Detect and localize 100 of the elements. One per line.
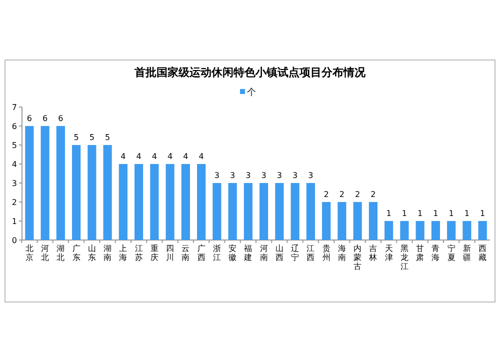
x-tick-label: 四川: [166, 244, 174, 262]
data-label: 3: [261, 171, 266, 180]
bar: [166, 164, 174, 240]
x-tick-label: 吉林: [368, 244, 378, 262]
data-label: 2: [324, 190, 329, 199]
bar: [150, 164, 159, 240]
data-label: 4: [136, 152, 142, 161]
bar: [447, 221, 456, 240]
data-label: 3: [276, 171, 282, 180]
bar: [275, 183, 284, 240]
bar: [400, 221, 409, 240]
data-label: 1: [433, 209, 438, 218]
bar: [212, 183, 222, 240]
data-label: 3: [230, 171, 236, 180]
x-tick-label: 内蒙古: [354, 244, 362, 271]
bar: [88, 145, 96, 240]
bar: [368, 202, 378, 240]
data-label: 3: [214, 171, 220, 180]
bar: [181, 164, 190, 240]
x-tick-label: 湖南: [104, 244, 112, 262]
data-label: 4: [120, 152, 126, 161]
bar: [306, 183, 315, 240]
x-tick-label: 湖北: [56, 244, 65, 262]
x-tick-label: 云南: [182, 244, 190, 262]
x-tick-label: 江西: [306, 244, 315, 262]
x-tick-label: 河南: [260, 244, 268, 262]
bar: [72, 145, 81, 240]
data-label: 6: [42, 114, 48, 123]
bar: [197, 164, 206, 240]
data-label: 1: [386, 209, 392, 218]
x-tick-label: 福建: [243, 244, 252, 262]
x-tick-label: 北京: [25, 244, 34, 262]
x-tick-label: 河北: [41, 244, 50, 262]
x-tick-label: 西藏: [478, 244, 487, 262]
x-tick-label: 山东: [88, 244, 96, 262]
data-label: 2: [339, 190, 344, 199]
bar: [431, 221, 440, 240]
bar: [353, 202, 362, 240]
bar: [118, 164, 128, 240]
y-tick-label: 4: [12, 160, 17, 169]
x-tick-label: 浙江: [212, 244, 221, 262]
data-label: 5: [89, 133, 94, 142]
bar: [338, 202, 346, 240]
bar: [228, 183, 237, 240]
bar: [478, 221, 487, 240]
y-tick-label: 5: [12, 141, 17, 150]
data-label: 1: [448, 209, 454, 218]
data-label: 4: [198, 152, 204, 161]
bar: [56, 126, 65, 240]
x-tick-label: 黑龙江: [400, 244, 408, 271]
data-label: 6: [26, 114, 32, 123]
bar: [134, 164, 144, 240]
legend-label: 个: [247, 87, 256, 98]
y-tick-label: 6: [12, 122, 17, 131]
bar: [25, 126, 34, 240]
data-label: 3: [246, 171, 251, 180]
data-label: 4: [168, 152, 173, 161]
y-tick-label: 1: [12, 217, 17, 226]
x-tick-label: 重庆: [150, 244, 158, 262]
bar: [290, 183, 300, 240]
data-label: 1: [464, 209, 470, 218]
x-tick-label: 安徽: [228, 244, 237, 262]
y-tick-label: 0: [12, 236, 17, 245]
x-tick-label: 甘肃: [416, 244, 424, 262]
bar: [103, 145, 112, 240]
data-label: 4: [183, 152, 188, 161]
bar: [40, 126, 50, 240]
data-label: 1: [402, 209, 407, 218]
data-label: 5: [74, 133, 79, 142]
bar: [462, 221, 472, 240]
y-tick-label: 7: [12, 103, 17, 112]
x-tick-label: 贵州: [322, 244, 330, 262]
x-tick-label: 辽宁: [291, 244, 300, 262]
bar: [260, 183, 268, 240]
data-label: 3: [292, 171, 298, 180]
data-label: 3: [308, 171, 314, 180]
x-tick-label: 广东: [72, 244, 80, 262]
data-label: 1: [480, 209, 486, 218]
data-label: 4: [152, 152, 157, 161]
data-label: 2: [370, 190, 376, 199]
x-tick-label: 青海: [432, 244, 440, 262]
data-label: 6: [58, 114, 64, 123]
x-tick-label: 新疆: [462, 244, 471, 262]
y-tick-label: 3: [12, 179, 17, 188]
x-tick-label: 海南: [338, 244, 346, 262]
x-tick-label: 天津: [384, 244, 393, 262]
data-label: 2: [355, 190, 360, 199]
x-tick-label: 上海: [119, 244, 128, 262]
data-label: 1: [418, 209, 423, 218]
bar: [322, 202, 331, 240]
bar: [416, 221, 424, 240]
x-tick-label: 宁夏: [447, 244, 456, 262]
x-tick-label: 江苏: [134, 244, 143, 262]
y-tick-label: 2: [12, 198, 17, 207]
x-tick-label: 山西: [275, 244, 284, 262]
chart-title: 首批国家级运动休闲特色小镇试点项目分布情况: [134, 66, 366, 79]
x-tick-label: 广西: [197, 244, 206, 262]
bar: [384, 221, 394, 240]
data-label: 5: [105, 133, 110, 142]
bar: [244, 183, 252, 240]
